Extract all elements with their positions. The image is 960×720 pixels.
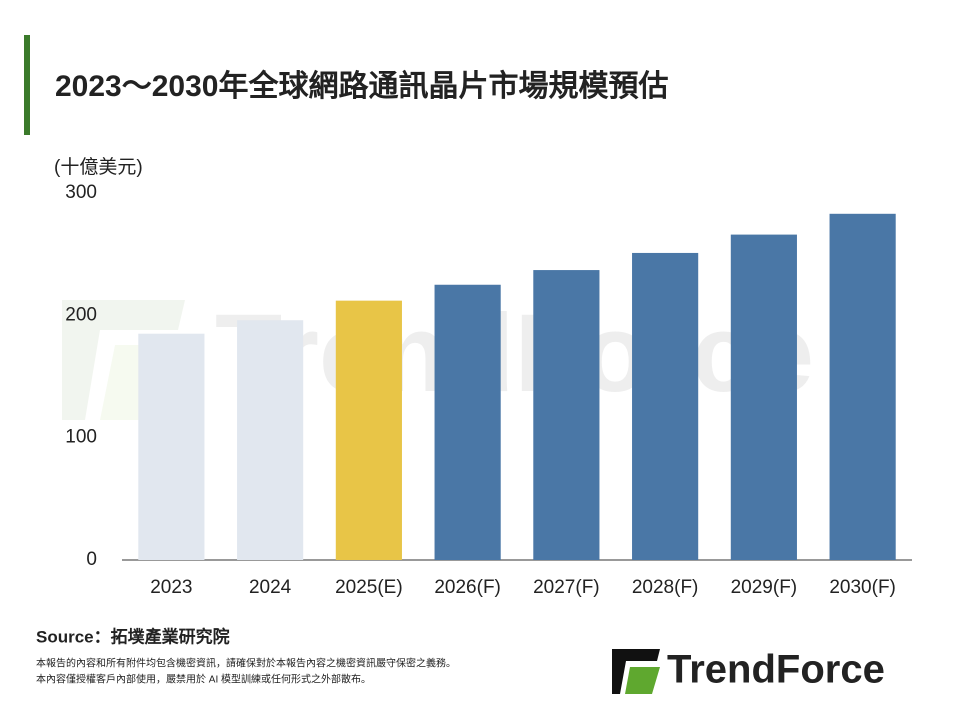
x-tick-label: 2026(F) <box>434 577 501 598</box>
bar <box>434 284 501 560</box>
y-tick-label: 100 <box>65 427 97 448</box>
bar <box>829 213 896 560</box>
bar <box>138 333 205 560</box>
bar <box>533 270 600 560</box>
note: 本內容僅授權客戶內部使用，嚴禁用於 AI 模型訓練或任何形式之外部散布。 <box>36 673 371 686</box>
bar <box>237 320 304 560</box>
accent-bar <box>24 35 30 135</box>
bar <box>730 234 797 561</box>
x-tick-label: 2029(F) <box>731 577 798 598</box>
x-tick-label: 2023 <box>150 577 192 598</box>
x-tick-label: 2028(F) <box>632 577 699 598</box>
bar <box>335 300 402 560</box>
y-axis-label: (十億美元) <box>54 156 143 178</box>
logo-text: TrendForce <box>667 648 885 692</box>
source: Source：拓墣產業研究院 <box>36 626 230 646</box>
x-tick-label: 2027(F) <box>533 577 600 598</box>
watermark-text: TrendForce <box>215 292 814 415</box>
x-tick-label: 2025(E) <box>335 577 403 598</box>
chart-title: 2023～2030年全球網路通訊晶片市場規模預估 <box>55 69 668 103</box>
x-tick-label: 2030(F) <box>829 577 896 598</box>
bar <box>632 252 699 560</box>
y-tick-label: 200 <box>65 304 97 325</box>
x-tick-label: 2024 <box>249 577 292 598</box>
y-tick-label: 0 <box>86 549 97 570</box>
logo: TrendForce <box>612 648 885 694</box>
note: 本報告的內容和所有附件均包含機密資訊，請確保對於本報告內容之機密資訊嚴守保密之義… <box>36 657 456 670</box>
y-tick-label: 300 <box>65 182 97 203</box>
